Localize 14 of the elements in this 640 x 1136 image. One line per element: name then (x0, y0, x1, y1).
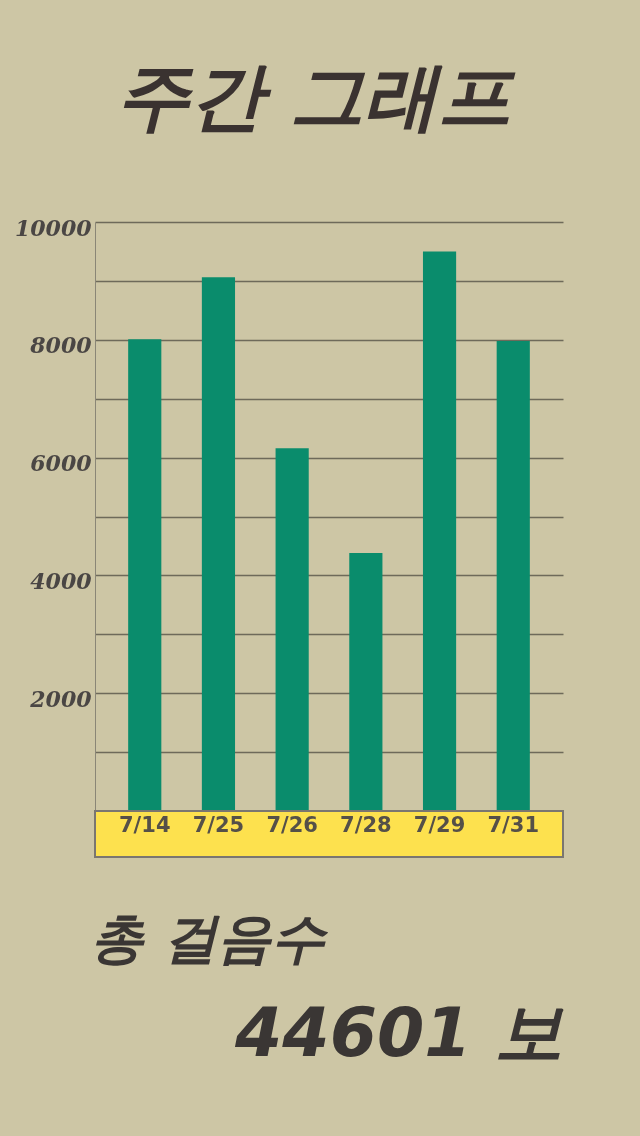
text: 총 걸음수 (90, 907, 329, 970)
y-tick-label: 10000 (14, 214, 93, 241)
y-tick-label: 8000 (29, 332, 93, 359)
y-tick-label: 6000 (30, 450, 93, 477)
x-tick-label: 7/25 (192, 812, 245, 837)
x-tick-label: 7/14 (118, 812, 171, 837)
x-tick-label: 7/29 (413, 812, 466, 837)
y-tick-label: 2000 (29, 685, 93, 712)
x-tick-label: 7/31 (487, 812, 540, 837)
y-tick-label: 4000 (30, 567, 93, 594)
x-tick-label: 7/26 (266, 812, 318, 837)
text: 44601 보 (234, 993, 565, 1072)
x-tick-label: 7/28 (340, 812, 392, 837)
chart-title: 주간 그래프 (116, 53, 516, 139)
